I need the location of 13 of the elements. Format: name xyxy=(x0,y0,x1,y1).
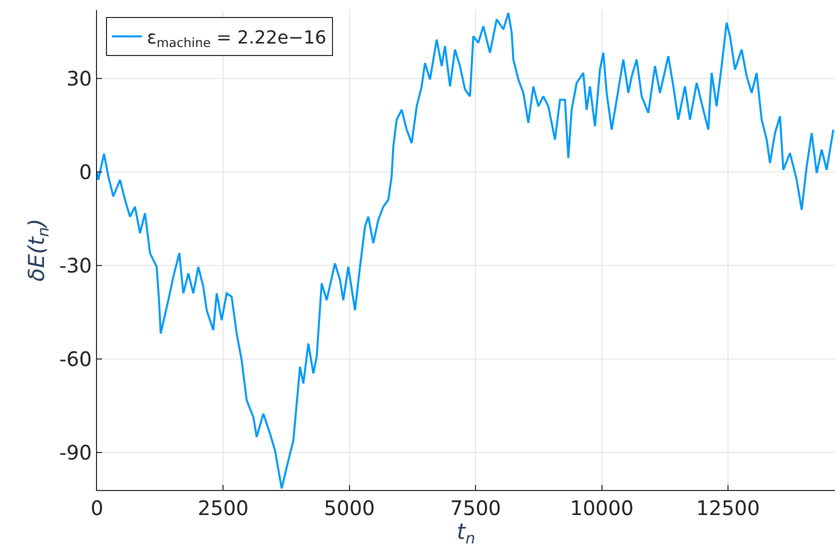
x-tick-label: 2500 xyxy=(198,496,249,520)
y-tick-label: -30 xyxy=(59,254,92,278)
y-tick-label: -90 xyxy=(59,440,92,465)
x-tick-label: 12500 xyxy=(696,496,760,520)
x-tick-label: 10000 xyxy=(570,496,634,520)
y-tick-label: 0 xyxy=(79,160,92,184)
legend-label: ε$_{machine}$ = 2.22e−16 xyxy=(146,27,326,50)
y-tick-label: 30 xyxy=(66,66,92,91)
line-series xyxy=(97,12,834,490)
x-tick-label: 7500 xyxy=(450,496,502,520)
y-tick-label: -60 xyxy=(59,347,92,372)
x-axis-title: t$_{n}$ xyxy=(456,520,476,548)
x-tick-label: 5000 xyxy=(324,496,375,520)
